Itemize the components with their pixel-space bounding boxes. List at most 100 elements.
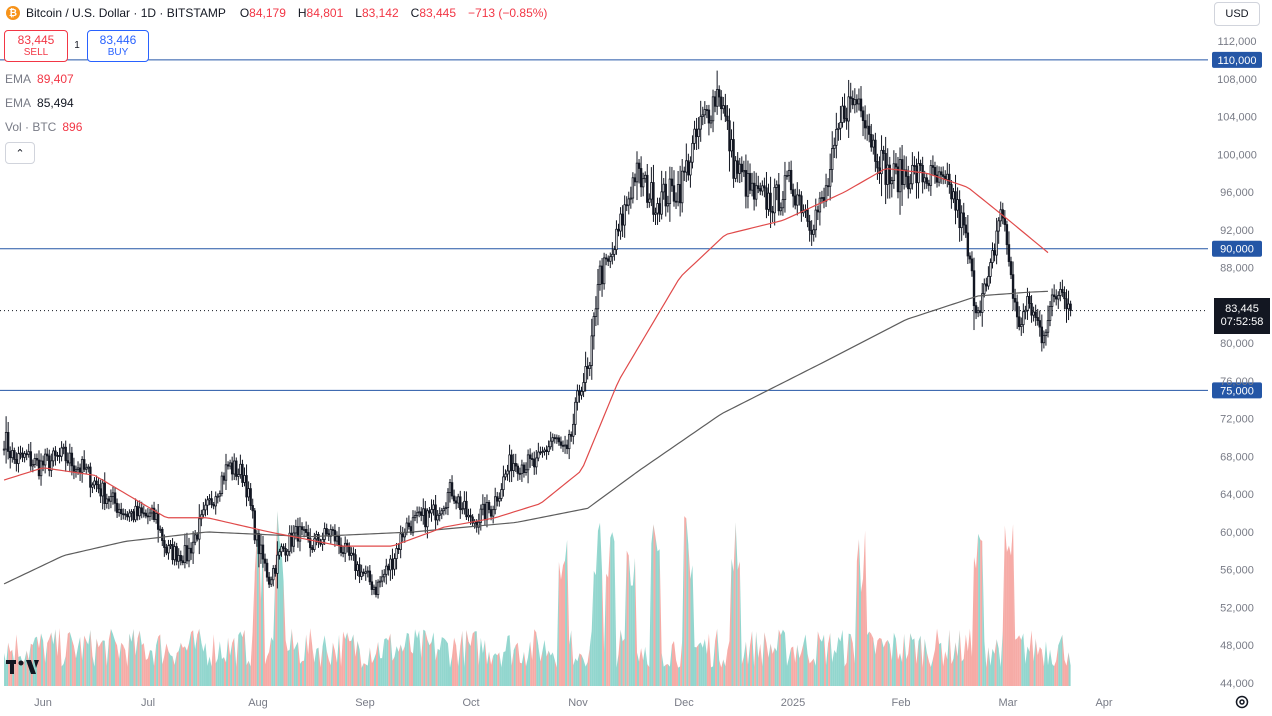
- volume-bar: [978, 533, 981, 686]
- volume-bar: [380, 658, 383, 686]
- candle-body: [276, 554, 279, 574]
- volume-bar: [904, 633, 907, 686]
- candle-body: [1046, 320, 1050, 333]
- volume-bar: [400, 644, 403, 686]
- candle-body: [56, 454, 59, 457]
- volume-bar: [593, 570, 596, 686]
- volume-bar: [589, 629, 592, 686]
- candle-body: [888, 164, 891, 185]
- candle-body: [857, 98, 861, 105]
- candle-body: [249, 488, 252, 506]
- volume-bar: [803, 634, 806, 686]
- volume-bar: [824, 634, 827, 686]
- candle-body: [1044, 331, 1048, 337]
- candle-body: [1036, 317, 1039, 321]
- settings-gear-icon[interactable]: [1234, 694, 1250, 710]
- volume-bar: [94, 638, 97, 686]
- candle-body: [578, 390, 581, 396]
- candle-body: [927, 183, 931, 186]
- candle-body: [290, 532, 293, 547]
- candle-body: [576, 390, 579, 403]
- volume-bar: [449, 656, 453, 686]
- volume-bar: [308, 628, 311, 686]
- volume-bar: [577, 653, 580, 686]
- candle-body: [33, 457, 37, 465]
- volume-bar: [43, 640, 46, 686]
- sell-button[interactable]: 83,445 SELL: [4, 30, 68, 62]
- volume-bar: [879, 637, 882, 686]
- candle-body: [907, 176, 910, 190]
- candle-body: [798, 194, 801, 197]
- candle-body: [757, 185, 760, 189]
- volume-bar: [971, 557, 975, 686]
- tradingview-logo-icon[interactable]: [6, 657, 40, 677]
- candle-body: [711, 96, 715, 122]
- candle-body: [424, 508, 427, 528]
- candle-body: [520, 464, 524, 475]
- symbol-title[interactable]: Bitcoin / U.S. Dollar · 1D · BITSTAMP: [26, 6, 226, 20]
- candle-body: [331, 529, 335, 531]
- volume-bar: [581, 654, 584, 686]
- indicator-volume[interactable]: Vol · BTC 896: [5, 120, 82, 134]
- volume-bar: [4, 652, 7, 686]
- candle-body: [80, 459, 84, 473]
- candle-body: [152, 507, 156, 520]
- volume-bar: [873, 638, 876, 686]
- volume-bar: [1004, 525, 1007, 686]
- candle-body: [284, 548, 287, 556]
- volume-bar: [815, 631, 818, 686]
- candle-body: [13, 450, 16, 460]
- candle-body: [915, 165, 918, 184]
- candle-body: [551, 437, 554, 442]
- candle-body: [812, 229, 815, 235]
- volume-bar: [554, 660, 557, 686]
- candle-body: [134, 505, 137, 521]
- candle-body: [559, 441, 563, 446]
- volume-bar: [704, 638, 707, 686]
- volume-bar: [491, 655, 494, 686]
- volume-bar: [275, 510, 278, 686]
- price-tick-label: 44,000: [1220, 678, 1254, 690]
- candle-body: [555, 437, 559, 440]
- candle-body: [960, 212, 963, 229]
- candle-body: [21, 452, 24, 458]
- candle-body: [446, 492, 450, 509]
- price-axis[interactable]: 112,000 108,000 104,000 100,000 96,000 92,000…: [1217, 36, 1257, 690]
- collapse-legend-button[interactable]: ⌃: [5, 142, 35, 164]
- volume-bar: [846, 633, 849, 686]
- volume-bar: [534, 629, 537, 686]
- candle-body: [465, 500, 468, 518]
- volume-bar: [1033, 638, 1036, 686]
- candle-body: [631, 177, 635, 199]
- candle-body: [239, 463, 242, 475]
- indicator-ema-fast[interactable]: EMA 89,407: [5, 72, 74, 86]
- volume-bar: [713, 641, 716, 686]
- volume-bar: [234, 637, 237, 686]
- indicator-value: 89,407: [37, 72, 74, 86]
- candle-body: [11, 450, 14, 459]
- candle-body: [233, 460, 236, 475]
- volume-bar: [916, 641, 919, 686]
- volume-bar: [604, 573, 607, 686]
- candle-body: [674, 200, 678, 203]
- volume-bar: [273, 573, 276, 686]
- candle-body: [898, 159, 902, 193]
- indicator-name: Vol · BTC: [5, 120, 57, 134]
- currency-selector[interactable]: USD: [1214, 2, 1260, 26]
- candle-body: [814, 209, 817, 231]
- time-axis[interactable]: Jun Jul Aug Sep Oct Nov Dec 2025 Feb Mar Apr: [34, 697, 1113, 709]
- candle-body: [206, 499, 209, 506]
- volume-bar: [941, 642, 944, 686]
- volume-bar: [69, 632, 72, 686]
- indicator-ema-slow[interactable]: EMA 85,494: [5, 96, 74, 110]
- candle-body: [1024, 309, 1027, 313]
- volume-bar: [330, 642, 333, 686]
- volume-bar: [166, 643, 169, 686]
- candle-body: [619, 213, 622, 232]
- volume-bar: [676, 659, 679, 686]
- buy-button[interactable]: 83,446 BUY: [87, 30, 149, 62]
- candle-body: [508, 454, 511, 472]
- volume-bar: [817, 631, 820, 686]
- volume-bar: [951, 658, 954, 686]
